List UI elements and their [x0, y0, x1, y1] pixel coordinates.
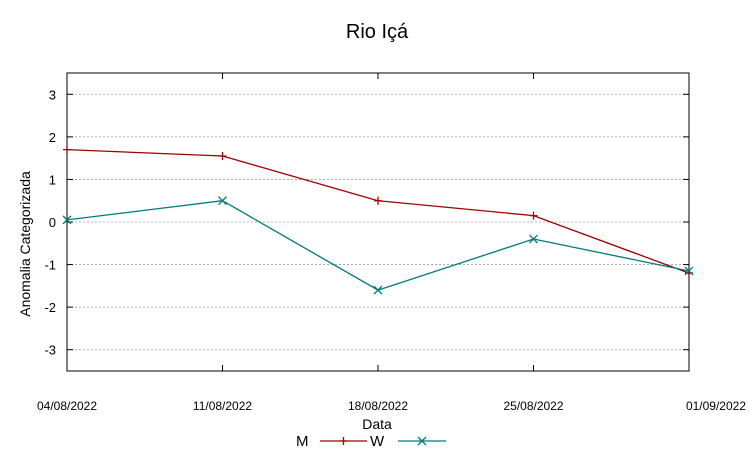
x-axis-ticks: 04/08/2022 11/08/2022 18/08/2022 25/08/2022… [37, 73, 746, 413]
legend-marker-m [339, 437, 348, 445]
data-point-w [218, 196, 227, 206]
data-point-w [684, 266, 694, 276]
x-tick-label: 01/09/2022 [686, 399, 746, 413]
series-line-w [66, 200, 690, 291]
data-point-m [374, 196, 382, 205]
series-layer [62, 145, 694, 295]
legend-label-m: M [296, 433, 309, 450]
y-tick-label: 3 [49, 87, 56, 102]
x-axis-label: Data [362, 416, 392, 432]
legend: M W [296, 433, 446, 450]
y-tick-label: 1 [49, 172, 56, 187]
legend-marker-w [417, 436, 427, 446]
data-point-m [529, 211, 538, 220]
y-tick-label: -1 [44, 258, 56, 273]
y-tick-label: 2 [49, 130, 56, 145]
data-point-m [63, 145, 71, 154]
x-tick-label: 11/08/2022 [193, 399, 252, 413]
y-tick-label: -2 [44, 300, 56, 315]
legend-label-w: W [370, 433, 385, 450]
x-tick-label: 18/08/2022 [348, 399, 408, 413]
grid-lines [67, 93, 689, 351]
chart-title: Rio Içá [346, 21, 409, 43]
data-point-w [62, 215, 72, 225]
x-tick-label: 25/08/2022 [503, 399, 563, 413]
x-tick-label: 04/08/2022 [37, 399, 97, 413]
data-point-w [529, 234, 538, 244]
series-line-m [66, 148, 690, 274]
y-tick-label: -3 [44, 343, 56, 358]
data-point-m [218, 152, 227, 161]
plot-border [66, 72, 690, 372]
data-point-w [373, 285, 383, 295]
y-tick-label: 0 [49, 215, 56, 230]
y-axis-label: Anomalia Categorizada [17, 171, 33, 317]
y-axis-ticks: 3 2 1 0 -1 -2 -3 [44, 87, 689, 358]
